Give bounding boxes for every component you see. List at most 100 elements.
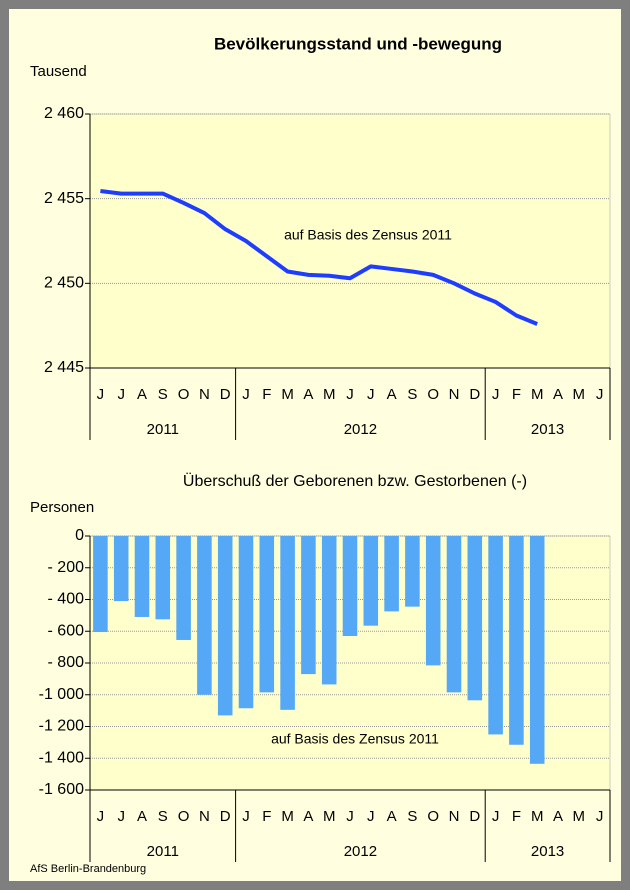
y-tick-label: - 400 (48, 591, 85, 608)
footer: AfS Berlin-Brandenburg (30, 863, 146, 875)
bar (405, 536, 420, 607)
x-tick-label: J (117, 386, 125, 403)
y-tick-label: 0 (75, 527, 84, 544)
x-tick-label: O (427, 808, 439, 825)
x-tick-label: M (323, 808, 336, 825)
y-tick-label: 2 460 (44, 105, 84, 122)
bar (509, 536, 524, 745)
annotation: auf Basis des Zensus 2011 (284, 227, 452, 243)
x-tick-label: J (492, 386, 500, 403)
bar (321, 536, 337, 685)
x-tick-label: M (531, 808, 544, 825)
x-tick-label: J (346, 808, 354, 825)
bar (342, 536, 358, 637)
line (100, 189, 538, 326)
y-axis-label: Personen (30, 499, 94, 516)
bar (176, 536, 191, 640)
x-tick-label: A (553, 808, 563, 825)
x-tick-label: S (407, 808, 417, 825)
bar (301, 536, 316, 675)
x-group-label: 2012 (344, 421, 377, 438)
x-group-label: 2013 (531, 421, 564, 438)
x-tick-label: D (469, 808, 480, 825)
y-tick-label: -1 600 (39, 781, 84, 798)
y-tick-label: - 200 (48, 559, 85, 576)
x-tick-label: N (199, 808, 210, 825)
x-tick-label: A (303, 808, 313, 825)
x-tick-label: A (137, 386, 147, 403)
x-tick-label: J (346, 386, 354, 403)
x-tick-label: M (531, 386, 544, 403)
x-tick-label: M (281, 386, 294, 403)
y-tick-label: - 600 (48, 622, 85, 639)
x-tick-label: S (407, 386, 417, 403)
x-tick-label: J (242, 386, 250, 403)
x-tick-label: M (573, 808, 586, 825)
y-tick-label: -1 400 (39, 749, 84, 766)
x-tick-label: D (220, 386, 231, 403)
y-tick-label: -1 200 (39, 718, 84, 735)
x-tick-label: J (97, 808, 105, 825)
x-group-label: 2012 (344, 843, 377, 860)
y-tick-label: 2 445 (44, 359, 84, 376)
bar (113, 536, 129, 602)
bar (197, 536, 212, 695)
bar (446, 536, 462, 693)
bar (259, 536, 275, 693)
bar (134, 536, 150, 617)
bar (363, 536, 379, 626)
x-tick-label: A (553, 386, 563, 403)
x-tick-label: A (387, 808, 397, 825)
x-tick-label: F (512, 386, 521, 403)
x-group-label: 2013 (531, 843, 564, 860)
x-tick-label: F (262, 386, 271, 403)
y-tick-label: 2 450 (44, 275, 84, 292)
y-tick-label: -1 000 (39, 686, 84, 703)
x-tick-label: J (242, 808, 250, 825)
x-tick-label: N (199, 386, 210, 403)
annotation: auf Basis des Zensus 2011 (271, 731, 439, 747)
x-tick-label: F (512, 808, 521, 825)
plot-area (89, 113, 611, 369)
x-tick-label: D (220, 808, 231, 825)
x-tick-label: J (97, 386, 105, 403)
bar (238, 536, 254, 709)
x-tick-label: M (281, 808, 294, 825)
x-tick-label: O (178, 808, 190, 825)
x-tick-label: O (427, 386, 439, 403)
bar (488, 536, 503, 735)
bar (425, 536, 441, 666)
bar (529, 536, 545, 764)
x-tick-label: J (596, 808, 604, 825)
bar (280, 536, 295, 710)
x-tick-label: J (596, 386, 604, 403)
x-tick-label: A (137, 808, 147, 825)
x-tick-label: M (573, 386, 586, 403)
x-tick-label: N (449, 808, 460, 825)
y-axis-label: Tausend (30, 63, 87, 80)
chart-title: Bevölkerungsstand und -bewegung (214, 34, 502, 53)
x-tick-label: J (367, 808, 375, 825)
y-tick-label: 2 455 (44, 190, 84, 207)
x-group-label: 2011 (147, 843, 179, 860)
x-tick-label: D (469, 386, 480, 403)
x-tick-label: J (367, 386, 375, 403)
x-tick-label: M (323, 386, 336, 403)
x-tick-label: O (178, 386, 190, 403)
x-tick-label: J (492, 808, 500, 825)
bar (93, 536, 108, 633)
y-tick-label: - 800 (48, 654, 85, 671)
x-tick-label: A (303, 386, 313, 403)
bar (155, 536, 171, 620)
bar (217, 536, 233, 716)
x-tick-label: F (262, 808, 271, 825)
x-tick-label: S (158, 808, 168, 825)
x-group-label: 2011 (147, 421, 179, 438)
bar (467, 536, 483, 701)
x-tick-label: A (387, 386, 397, 403)
x-tick-label: S (158, 386, 168, 403)
x-tick-label: J (117, 808, 125, 825)
x-tick-label: N (449, 386, 460, 403)
bar (384, 536, 399, 612)
